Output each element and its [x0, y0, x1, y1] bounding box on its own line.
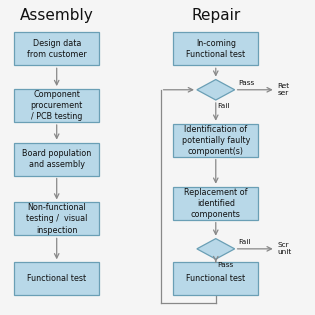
- Text: Non-functional
testing /  visual
inspection: Non-functional testing / visual inspecti…: [26, 203, 87, 235]
- Text: Pass: Pass: [238, 80, 254, 86]
- FancyBboxPatch shape: [14, 142, 99, 176]
- Text: Scr
unit: Scr unit: [277, 242, 291, 255]
- FancyBboxPatch shape: [14, 203, 99, 236]
- Text: Board population
and assembly: Board population and assembly: [22, 149, 91, 169]
- Text: Ret
ser: Ret ser: [277, 83, 289, 96]
- Text: In-coming
Functional test: In-coming Functional test: [186, 39, 245, 59]
- Text: Fail: Fail: [217, 103, 230, 109]
- FancyBboxPatch shape: [173, 32, 258, 66]
- Text: Assembly: Assembly: [20, 8, 94, 23]
- FancyBboxPatch shape: [173, 123, 258, 157]
- Text: Pass: Pass: [217, 262, 234, 268]
- Text: Functional test: Functional test: [186, 274, 245, 283]
- Text: Functional test: Functional test: [27, 274, 86, 283]
- FancyBboxPatch shape: [14, 89, 99, 122]
- Text: Identification of
potentially faulty
component(s): Identification of potentially faulty com…: [181, 124, 250, 156]
- FancyBboxPatch shape: [173, 262, 258, 295]
- FancyBboxPatch shape: [14, 262, 99, 295]
- FancyBboxPatch shape: [173, 186, 258, 220]
- Text: Component
procurement
/ PCB testing: Component procurement / PCB testing: [31, 90, 83, 121]
- Polygon shape: [197, 80, 235, 100]
- Text: Design data
from customer: Design data from customer: [27, 39, 87, 59]
- Text: Repair: Repair: [191, 8, 240, 23]
- Text: Replacement of
identified
components: Replacement of identified components: [184, 187, 248, 219]
- FancyBboxPatch shape: [14, 32, 99, 66]
- Text: Fail: Fail: [238, 239, 250, 245]
- Polygon shape: [197, 239, 235, 259]
